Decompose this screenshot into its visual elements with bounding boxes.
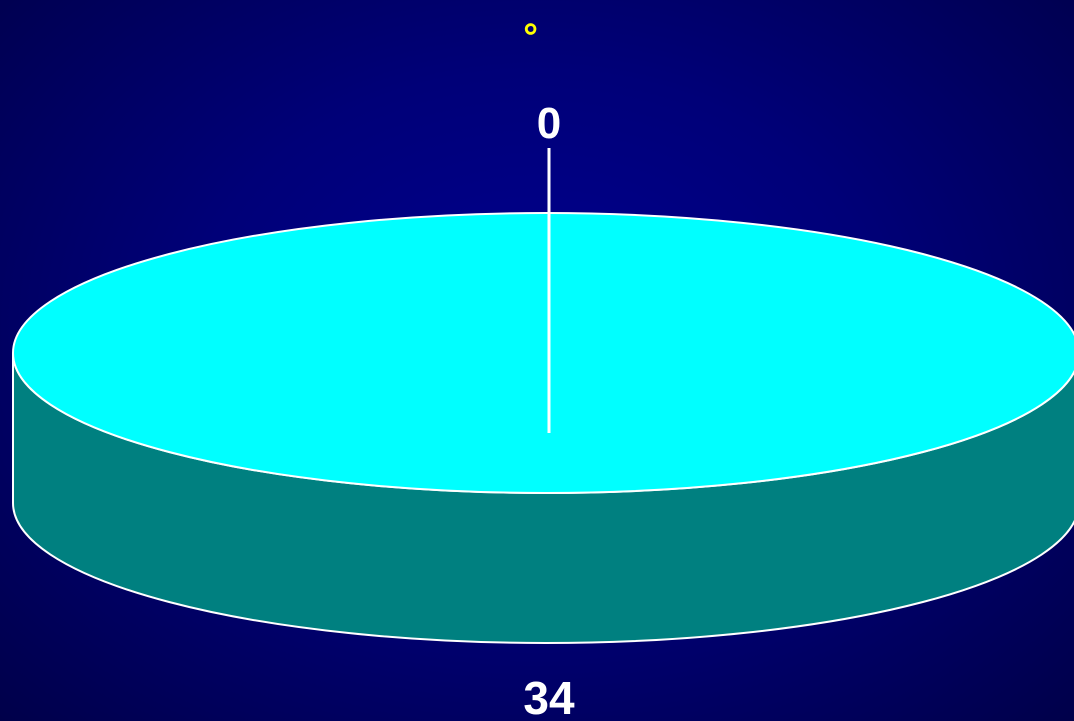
slice-label-34: 34 [523, 672, 575, 721]
slice-label-0: 0 [537, 99, 561, 148]
pie-plot [12, 148, 1074, 644]
chart-title: 。 [524, 2, 558, 40]
pie-slice-34 [12, 212, 1074, 494]
